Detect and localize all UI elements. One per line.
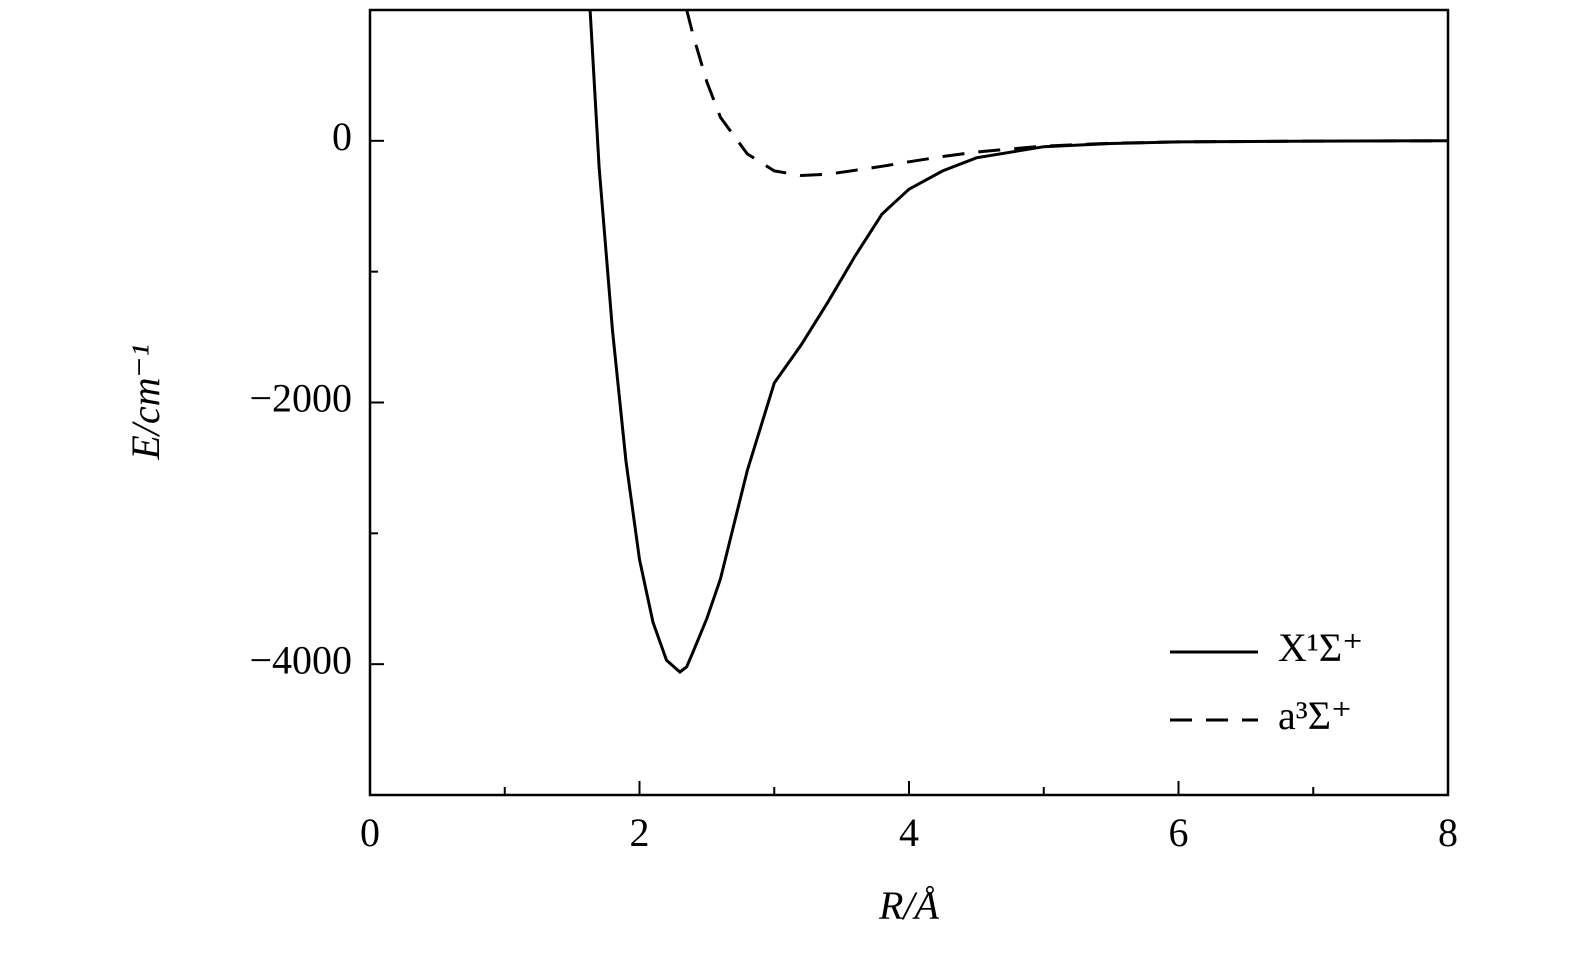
x-axis-label: R/Å [878, 883, 940, 928]
legend-label: X¹Σ⁺ [1278, 625, 1363, 670]
series-line [685, 10, 1448, 178]
x-tick-label: 0 [360, 810, 380, 855]
x-tick-label: 4 [899, 810, 919, 855]
x-tick-label: 6 [1169, 810, 1189, 855]
y-axis-label: E/cm⁻¹ [123, 344, 168, 460]
legend-label: a³Σ⁺ [1278, 693, 1352, 738]
y-tick-label: 0 [332, 114, 352, 159]
y-tick-label: −2000 [249, 376, 352, 421]
plot-frame [368, 8, 1450, 797]
x-tick-label: 8 [1438, 810, 1458, 855]
x-tick-label: 2 [630, 810, 650, 855]
series-line [588, 10, 1448, 674]
y-tick-label: −4000 [249, 637, 352, 682]
